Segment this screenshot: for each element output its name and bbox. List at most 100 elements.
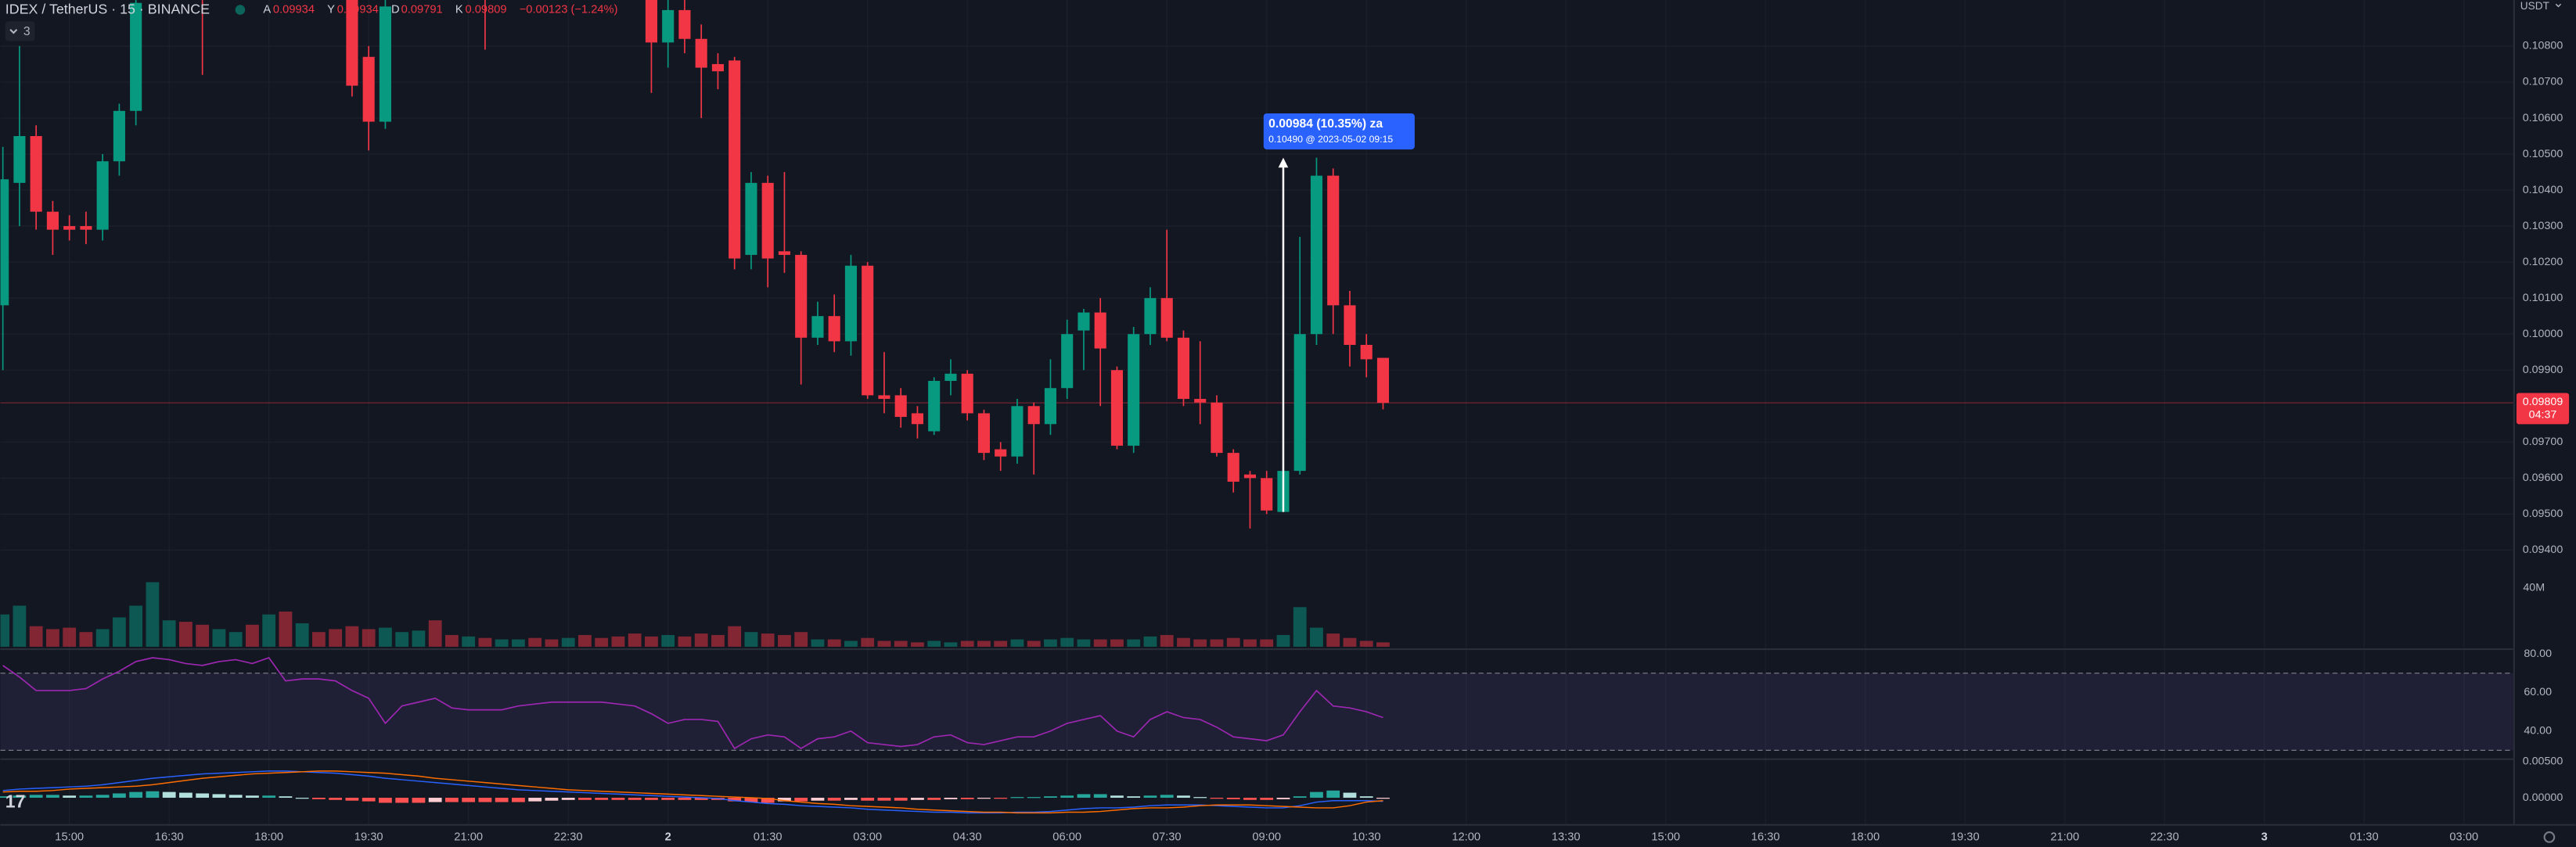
macd-hist-bar xyxy=(645,798,658,800)
x-tick-label: 19:30 xyxy=(354,831,383,843)
volume-bar xyxy=(960,641,974,647)
volume-bar xyxy=(279,611,293,647)
volume-bar xyxy=(1044,639,1057,647)
candle-body xyxy=(711,63,724,72)
macd-hist-bar xyxy=(595,798,609,800)
volume-bar xyxy=(129,605,143,647)
volume-bar xyxy=(778,634,791,647)
macd-hist-bar xyxy=(944,798,958,799)
volume-bar xyxy=(1093,639,1107,647)
candle-body xyxy=(778,251,790,255)
volume-bar xyxy=(1343,637,1357,647)
macd-hist-bar xyxy=(977,798,991,799)
candle-body xyxy=(795,254,808,338)
y-tick-label: 0.10200 xyxy=(2523,256,2563,268)
x-tick-label: 01:30 xyxy=(754,831,783,843)
candle-body xyxy=(1360,344,1373,360)
macd-hist-bar xyxy=(79,795,93,799)
macd-hist-bar xyxy=(1310,791,1323,799)
x-tick-label: 19:30 xyxy=(1951,831,1980,843)
candle-body xyxy=(1344,305,1356,345)
volume-bar xyxy=(212,629,226,647)
volume-bar xyxy=(1243,639,1257,647)
macd-hist-bar xyxy=(960,798,974,799)
y-tick-label: 0.10600 xyxy=(2523,112,2563,124)
unit-label[interactable]: USDT xyxy=(2520,0,2550,12)
symbol[interactable]: IDEX / TetherUS · 15 · BINANCE xyxy=(5,1,210,16)
macd-hist-bar xyxy=(95,795,110,799)
macd-hist-bar xyxy=(1193,797,1207,799)
candle-body xyxy=(844,265,858,342)
macd-hist-bar xyxy=(196,793,210,799)
y-tick-label: 0.10000 xyxy=(2523,328,2563,340)
volume-bar xyxy=(761,633,775,647)
macd-hist-bar xyxy=(146,791,160,799)
macd-hist-bar xyxy=(661,798,675,800)
macd-hist-bar xyxy=(1260,798,1274,800)
ohlc-key: D xyxy=(391,3,400,16)
macd-hist-bar xyxy=(478,798,492,802)
volume-bar xyxy=(528,637,542,647)
macd-hist-bar xyxy=(794,798,808,802)
macd-hist-bar xyxy=(561,798,575,800)
x-tick-label: 03:00 xyxy=(853,831,882,843)
settings-icon[interactable] xyxy=(2543,831,2556,843)
candle-body xyxy=(1243,474,1257,479)
candle-body xyxy=(1027,406,1040,425)
volume-bar xyxy=(228,632,243,647)
x-tick-label: 21:00 xyxy=(2050,831,2079,843)
candle-body xyxy=(928,381,941,432)
macd-hist-bar xyxy=(312,798,326,799)
volume-bar xyxy=(512,639,525,647)
macd-hist-bar xyxy=(1127,796,1141,799)
candle-body xyxy=(678,9,691,39)
candle-body xyxy=(977,413,991,454)
candle-body xyxy=(1128,334,1140,446)
volume-bar xyxy=(295,623,309,647)
macd-hist-bar xyxy=(861,798,875,801)
macd-hist-bar xyxy=(827,798,841,801)
macd-hist-bar xyxy=(578,798,592,800)
candle-body xyxy=(113,110,125,162)
volume-bar xyxy=(1060,637,1074,647)
x-tick-label: 07:30 xyxy=(1153,831,1182,843)
macd-hist-bar xyxy=(246,795,259,799)
macd-hist-bar xyxy=(1210,798,1224,799)
volume-bar xyxy=(1359,641,1373,647)
x-tick-label: 06:00 xyxy=(1052,831,1081,843)
candle-body xyxy=(662,9,675,43)
measure-arrowhead xyxy=(1278,157,1289,168)
logo[interactable]: 17 xyxy=(5,791,26,811)
macd-hist-bar xyxy=(179,792,192,799)
macd-hist-bar xyxy=(228,795,243,799)
macd-hist-bar xyxy=(113,793,126,799)
candle-body xyxy=(1094,312,1106,349)
macd-hist-bar xyxy=(1293,796,1307,799)
volume-bar xyxy=(1143,636,1157,647)
volume-bar xyxy=(877,641,891,647)
countdown-label: 04:37 xyxy=(2529,409,2557,422)
candle-body xyxy=(0,179,9,306)
candle-body xyxy=(1144,298,1157,335)
volume-bar xyxy=(63,627,77,647)
candle-body xyxy=(1110,370,1124,446)
volume-bar xyxy=(844,641,858,647)
volume-bar xyxy=(1110,639,1124,647)
macd-hist-bar xyxy=(728,798,742,802)
ohlc-value: 0.09809 xyxy=(465,3,506,16)
candle-body xyxy=(745,182,757,255)
volume-bar xyxy=(744,632,758,647)
macd-hist-bar xyxy=(844,798,858,800)
macd-hist-bar xyxy=(462,798,476,802)
macd-hist-bar xyxy=(345,798,359,801)
volume-bar xyxy=(379,627,392,647)
macd-hist-bar xyxy=(694,798,708,800)
indicator-toggle[interactable] xyxy=(5,21,35,41)
volume-bar xyxy=(827,639,841,647)
macd-hist-bar xyxy=(212,794,226,799)
volume-bar xyxy=(196,624,210,647)
volume-bar xyxy=(611,636,625,647)
volume-bar xyxy=(412,630,426,647)
macd-hist-bar xyxy=(362,798,376,802)
